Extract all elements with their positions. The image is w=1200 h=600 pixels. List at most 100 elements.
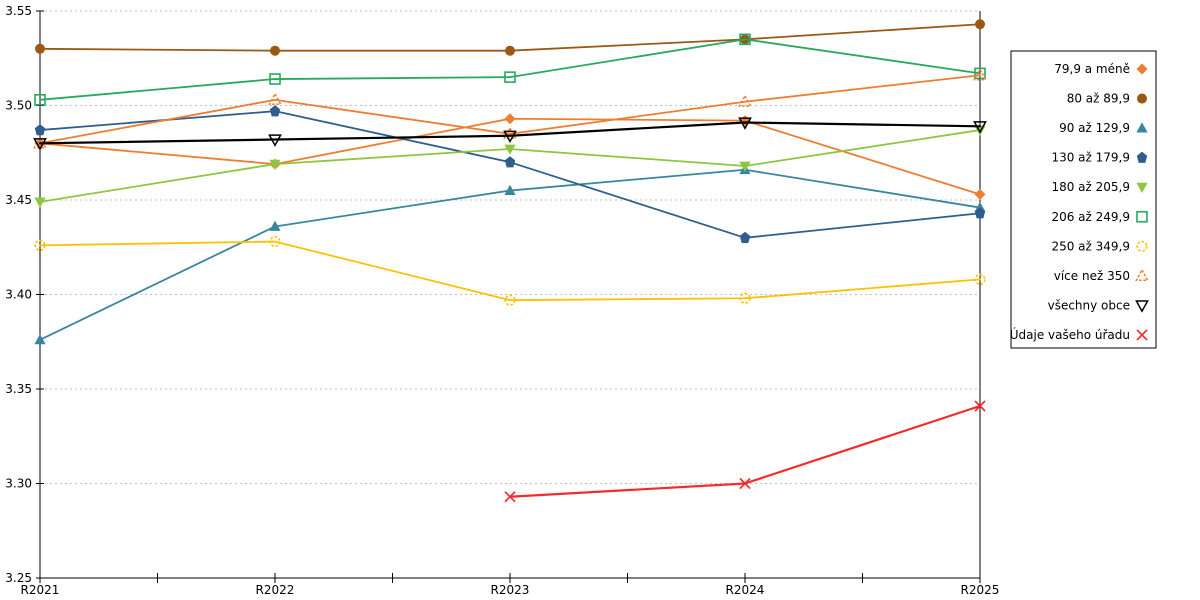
data-point [504, 156, 516, 168]
legend-label: 250 až 349,9 [1051, 239, 1130, 253]
series-8 [33, 117, 987, 151]
data-point [504, 113, 516, 125]
y-tick-label: 3.30 [5, 477, 32, 491]
data-point [504, 71, 516, 83]
series-line [38, 121, 982, 145]
series-9 [504, 400, 986, 503]
legend-marker-icon [1136, 151, 1148, 163]
data-point [34, 334, 46, 345]
data-point [269, 105, 281, 117]
legend: 79,9 a méně 80 až 89,9 90 až 129,9 130 až 1… [1010, 50, 1157, 349]
data-point [503, 126, 517, 139]
data-point [34, 124, 46, 136]
data-point [268, 92, 282, 105]
data-point [739, 292, 751, 304]
legend-marker-icon [1136, 329, 1148, 341]
legend-item: 250 až 349,9 [1051, 239, 1148, 253]
data-point [973, 67, 987, 81]
x-tick-label: R2025 [961, 583, 1000, 597]
legend-marker-icon [1137, 93, 1147, 104]
series-line [39, 110, 981, 239]
y-axis-tick-labels: 3.25 3.30 3.35 3.40 3.45 3.50 3.55 [5, 4, 32, 585]
data-point [269, 220, 281, 231]
legend-item: 90 až 129,9 [1059, 121, 1148, 135]
data-point [504, 144, 516, 155]
legend-label: více než 350 [1054, 269, 1130, 283]
legend-marker-icon [1135, 300, 1149, 313]
x-axis-tick-labels: R2021 R2022 R2023 R2024 R2025 [21, 583, 1000, 597]
data-point [270, 45, 280, 56]
series-line [39, 240, 981, 302]
y-tick-label: 3.35 [5, 382, 32, 396]
legend-marker-icon [1136, 210, 1148, 223]
y-tick-label: 3.55 [5, 4, 32, 18]
legend-item: 206 až 249,9 [1051, 210, 1148, 224]
series-line [39, 74, 981, 145]
series-5 [34, 33, 986, 106]
data-point [34, 239, 46, 251]
data-point [975, 19, 985, 30]
axes [36, 10, 981, 583]
data-point [34, 197, 46, 208]
legend-item: všechny obce [1048, 298, 1149, 313]
data-point [738, 117, 752, 130]
legend-marker-icon [1136, 182, 1148, 193]
legend-item: Údaje vašeho úřadu [1010, 327, 1148, 342]
legend-label: 180 až 205,9 [1051, 180, 1130, 194]
data-point [739, 33, 751, 46]
data-point [504, 491, 516, 503]
data-point [974, 67, 986, 80]
y-tick-label: 3.25 [5, 571, 32, 585]
legend-label: všechny obce [1048, 298, 1130, 312]
legend-marker-icon [1135, 268, 1149, 281]
data-point [974, 188, 986, 200]
legend-item: více než 350 [1054, 268, 1149, 283]
series-2 [34, 163, 986, 345]
data-point [504, 184, 516, 195]
data-point [973, 121, 987, 134]
legend-label: 206 až 249,9 [1051, 210, 1130, 224]
data-point [738, 94, 752, 107]
legend-label: 80 až 89,9 [1067, 92, 1130, 106]
data-point [33, 138, 47, 151]
legend-item: 79,9 a méně [1054, 62, 1148, 76]
x-tick-label: R2022 [256, 583, 295, 597]
data-point [269, 159, 281, 170]
legend-marker-icon [1136, 63, 1148, 75]
legend-item: 80 až 89,9 [1067, 92, 1147, 106]
data-point [268, 134, 282, 147]
data-point [739, 161, 751, 172]
data-point [35, 43, 45, 54]
legend-marker-icon [1136, 240, 1148, 252]
x-tick-label: R2023 [491, 583, 530, 597]
series-1 [35, 19, 985, 56]
data-point [974, 207, 986, 219]
data-point [269, 235, 281, 248]
y-tick-label: 3.50 [5, 99, 32, 113]
y-tick-label: 3.45 [5, 193, 32, 207]
series-0 [34, 113, 986, 200]
legend-label: 79,9 a méně [1054, 62, 1130, 76]
data-point [34, 94, 46, 106]
series-line [39, 168, 981, 341]
legend-item: 130 až 179,9 [1051, 151, 1148, 165]
data-point [974, 273, 986, 285]
data-point [503, 130, 517, 144]
data-point [269, 73, 281, 85]
data-point [739, 477, 751, 490]
data-point [739, 231, 751, 243]
data-point [974, 400, 986, 412]
legend-marker-icon [1136, 122, 1148, 133]
x-tick-label: R2024 [726, 583, 765, 597]
legend-label: Údaje vašeho úřadu [1010, 327, 1130, 342]
series-3 [34, 105, 986, 243]
x-tick-label: R2021 [21, 583, 60, 597]
data-point [504, 294, 516, 306]
series-6 [34, 235, 986, 306]
series-line [39, 38, 981, 101]
legend-item: 180 až 205,9 [1051, 180, 1148, 194]
gridlines [40, 10, 980, 484]
data-point [505, 45, 515, 56]
